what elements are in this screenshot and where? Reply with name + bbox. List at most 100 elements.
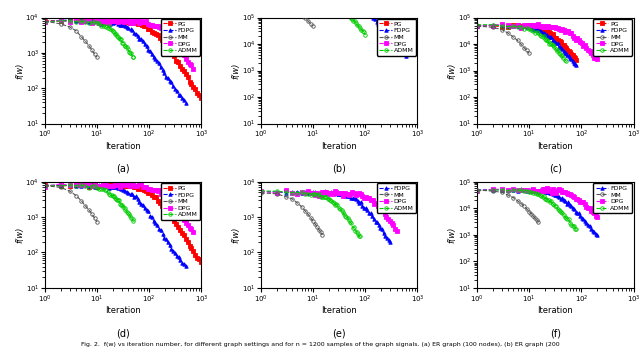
ADMM [573, 227, 580, 231]
ADMM [543, 38, 551, 42]
ADMM [570, 224, 578, 228]
ADMM [110, 30, 118, 34]
ADMM [541, 197, 548, 201]
FDPG [544, 190, 552, 194]
ADMM [130, 219, 138, 223]
DPG [393, 229, 401, 233]
MM [509, 196, 517, 200]
X-axis label: Iteration: Iteration [105, 142, 141, 151]
Line: ADMM: ADMM [476, 23, 568, 63]
FDPG [331, 0, 339, 1]
ADMM [356, 26, 364, 30]
ADMM [534, 192, 542, 197]
PG [134, 22, 142, 26]
DPG [139, 185, 147, 189]
ADMM [114, 34, 122, 39]
FDPG [95, 183, 103, 187]
PG [536, 27, 544, 31]
PG [162, 208, 170, 213]
Y-axis label: f(w): f(w) [231, 62, 240, 79]
MM [527, 212, 535, 216]
Line: MM: MM [43, 19, 99, 59]
PG [327, 0, 335, 2]
FDPG [364, 11, 371, 15]
PG [566, 50, 574, 54]
ADMM [536, 33, 544, 37]
FDPG [66, 183, 74, 187]
MM [309, 219, 317, 223]
FDPG [557, 46, 565, 50]
FDPG [354, 199, 362, 203]
MM [316, 228, 323, 232]
ADMM [559, 56, 567, 60]
ADMM [333, 4, 340, 8]
ADMM [123, 210, 131, 214]
DPG [333, 0, 340, 2]
ADMM [125, 212, 133, 216]
FDPG [529, 27, 537, 32]
FDPG [514, 24, 522, 28]
MM [289, 197, 296, 201]
Line: ADMM: ADMM [43, 183, 135, 223]
ADMM [548, 43, 556, 47]
ADMM [122, 207, 129, 212]
FDPG [182, 264, 189, 268]
ADMM [115, 36, 122, 40]
DPG [41, 20, 49, 25]
ADMM [568, 223, 575, 227]
MM [314, 225, 321, 229]
Line: PG: PG [476, 23, 578, 62]
PG [114, 184, 122, 188]
ADMM [539, 195, 547, 199]
DPG [390, 223, 397, 227]
ADMM [85, 21, 93, 25]
PG [498, 25, 506, 29]
ADMM [352, 21, 360, 25]
MM [523, 48, 531, 53]
FDPG [312, 0, 319, 1]
PG [333, 0, 340, 1]
PG [560, 43, 568, 47]
MM [504, 193, 512, 197]
DPG [563, 29, 570, 33]
PG [545, 30, 553, 34]
ADMM [118, 203, 125, 207]
DPG [122, 17, 129, 21]
FDPG [387, 240, 394, 244]
ADMM [298, 0, 305, 1]
MM [282, 194, 290, 199]
ADMM [81, 20, 89, 24]
Line: DPG: DPG [476, 22, 599, 61]
ADMM [57, 184, 65, 188]
ADMM [106, 27, 114, 31]
ADMM [489, 22, 497, 27]
MM [489, 189, 497, 193]
ADMM [531, 191, 539, 195]
ADMM [525, 190, 533, 194]
ADMM [122, 44, 129, 48]
ADMM [282, 0, 290, 1]
MM [88, 48, 96, 52]
ADMM [473, 23, 481, 27]
FDPG [66, 18, 74, 22]
ADMM [541, 37, 548, 41]
ADMM [340, 212, 348, 216]
PG [561, 45, 569, 49]
ADMM [520, 27, 528, 31]
ADMM [109, 194, 116, 198]
PG [570, 55, 578, 59]
ADMM [104, 190, 111, 194]
X-axis label: Iteration: Iteration [321, 142, 357, 151]
MM [57, 185, 65, 190]
PG [198, 259, 205, 264]
ADMM [351, 19, 358, 23]
FDPG [552, 40, 560, 45]
ADMM [85, 185, 93, 190]
Line: PG: PG [43, 182, 203, 263]
MM [489, 25, 497, 29]
ADMM [111, 32, 118, 36]
DPG [319, 190, 326, 194]
DPG [282, 188, 290, 192]
ADMM [304, 191, 312, 196]
ADMM [353, 230, 360, 234]
